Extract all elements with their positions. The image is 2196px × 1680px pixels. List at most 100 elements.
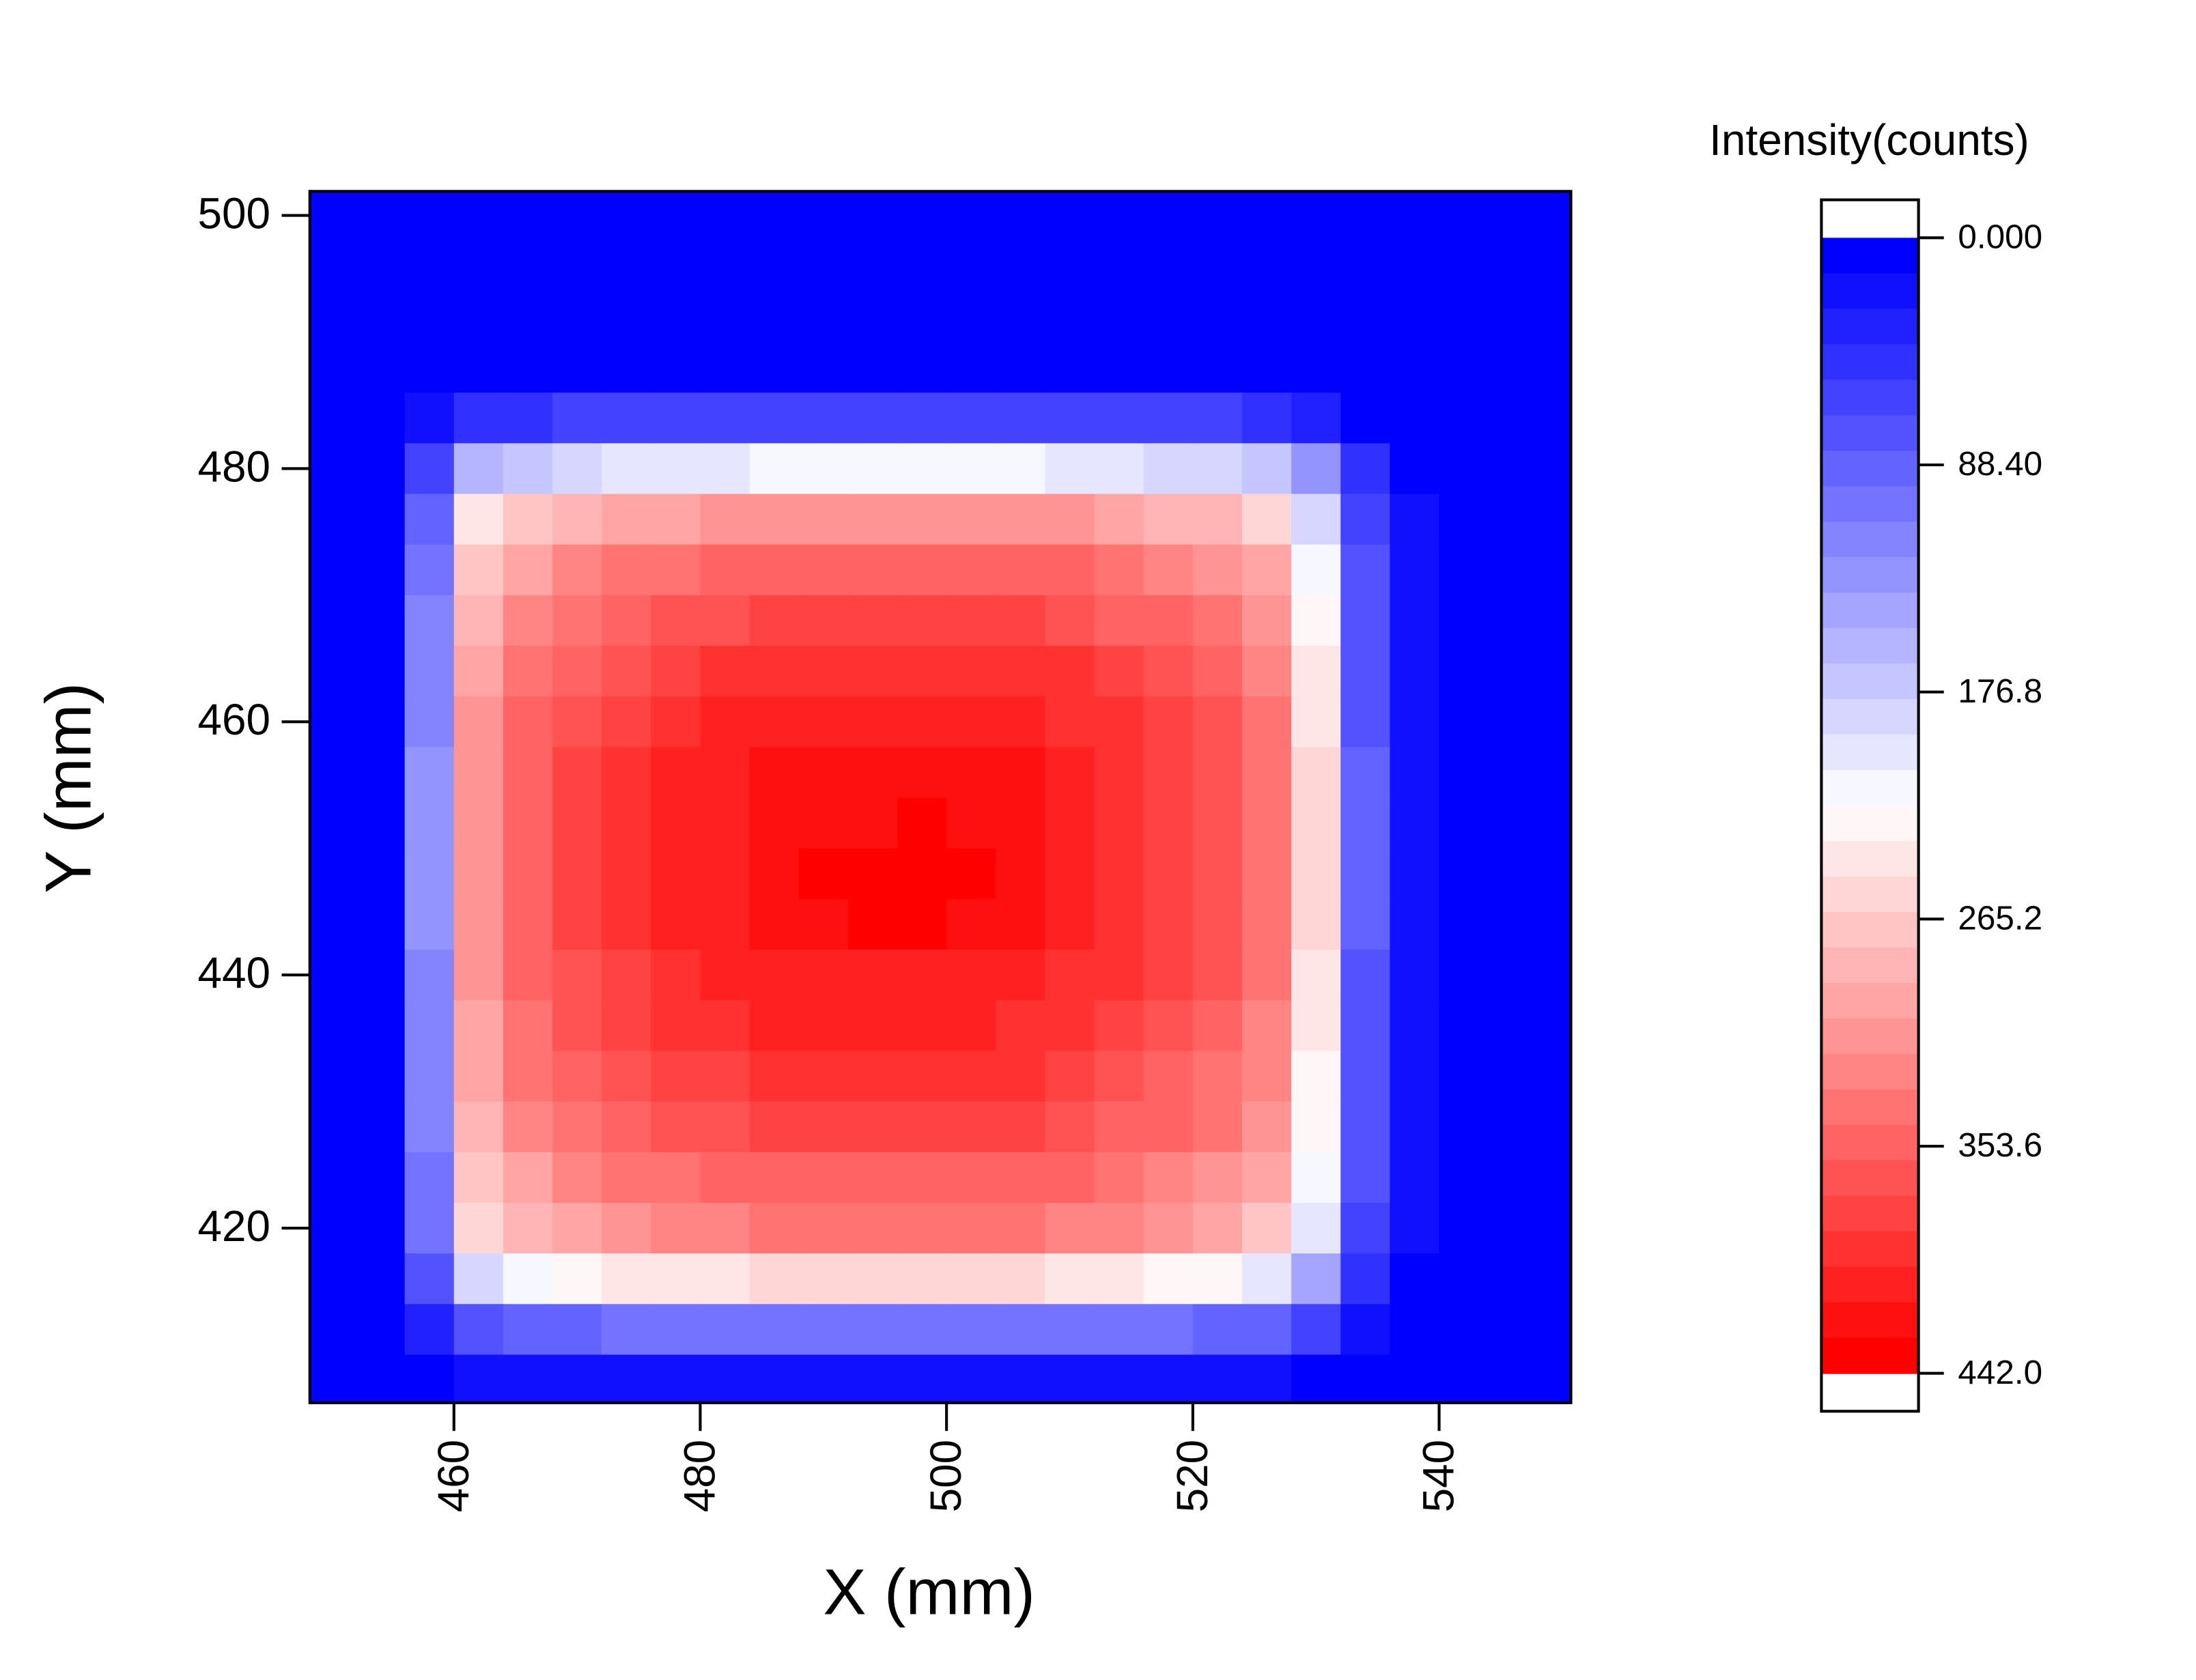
heatmap-cell <box>1143 1202 1194 1254</box>
heatmap-cell <box>1340 1152 1391 1204</box>
heatmap-cell <box>602 747 652 799</box>
heatmap-cell <box>355 240 406 292</box>
heatmap-cell <box>1094 1354 1144 1403</box>
heatmap-cell <box>798 191 849 242</box>
heatmap-cell <box>355 291 406 343</box>
heatmap-cell <box>651 1304 701 1356</box>
heatmap-cell <box>453 1202 504 1254</box>
heatmap-cell <box>453 443 504 495</box>
heatmap-cell <box>897 341 947 393</box>
heatmap-cell <box>1439 291 1489 343</box>
heatmap-cell <box>1488 1304 1538 1356</box>
heatmap-cell <box>1488 1253 1538 1305</box>
heatmap-cell <box>355 595 406 646</box>
heatmap-cell <box>1242 443 1292 495</box>
heatmap-cell <box>946 797 997 849</box>
heatmap-cell <box>1045 950 1095 1001</box>
heatmap-cell <box>946 950 997 1001</box>
heatmap-cell <box>1439 240 1489 292</box>
heatmap-cell <box>1291 443 1342 495</box>
heatmap-cell <box>1143 1304 1194 1356</box>
heatmap-cell <box>897 696 947 748</box>
colorbar-tick-label: 176.8 <box>1958 672 2042 710</box>
heatmap-cell <box>1537 1000 1571 1052</box>
heatmap-cell <box>946 696 997 748</box>
heatmap-cell <box>946 1152 997 1204</box>
heatmap-cell <box>552 747 603 799</box>
heatmap-cell <box>749 1354 800 1403</box>
heatmap-cell <box>749 950 800 1001</box>
colorbar-band <box>1821 664 1919 700</box>
heatmap-cell <box>651 595 701 646</box>
heatmap-cell <box>1192 848 1243 900</box>
x-tick-label: 460 <box>429 1440 478 1513</box>
heatmap-cell <box>700 443 750 495</box>
x-tick-label: 500 <box>921 1440 970 1513</box>
heatmap-cell <box>309 393 356 444</box>
colorbar-title: Intensity(counts) <box>1709 115 2029 165</box>
heatmap-cell <box>1340 494 1391 545</box>
heatmap-cell <box>503 1253 553 1305</box>
heatmap-cell <box>1192 1000 1243 1052</box>
heatmap-cell <box>355 191 406 242</box>
x-tick-label: 480 <box>675 1440 724 1513</box>
heatmap-cell <box>1045 1152 1095 1204</box>
heatmap-cell <box>847 544 898 596</box>
heatmap-cell <box>1390 595 1440 646</box>
heatmap-cell <box>503 341 553 393</box>
heatmap-cell <box>700 696 750 748</box>
heatmap-cell <box>700 950 750 1001</box>
heatmap-cell <box>749 494 800 545</box>
heatmap-cell <box>700 291 750 343</box>
heatmap-cell <box>602 797 652 849</box>
heatmap-cell <box>404 393 455 444</box>
heatmap-cell <box>1537 1152 1571 1204</box>
heatmap-cell <box>700 646 750 698</box>
heatmap-cell <box>798 1253 849 1305</box>
heatmap-cell <box>651 797 701 849</box>
heatmap-cell <box>996 1152 1046 1204</box>
heatmap-cell <box>996 950 1046 1001</box>
heatmap-cell <box>946 240 997 292</box>
heatmap-cell <box>1242 950 1292 1001</box>
heatmap-cell <box>552 443 603 495</box>
colorbar-cap <box>1821 1373 1919 1412</box>
heatmap-cell <box>749 1253 800 1305</box>
heatmap-cell <box>309 1152 356 1204</box>
heatmap-cell <box>1094 1051 1144 1102</box>
y-tick-label: 460 <box>197 695 270 744</box>
heatmap-cell <box>1045 646 1095 698</box>
heatmap-cell <box>404 1304 455 1356</box>
heatmap-cell <box>700 240 750 292</box>
heatmap-cell <box>1143 240 1194 292</box>
heatmap-cell <box>1143 898 1194 950</box>
heatmap-cell <box>1242 240 1292 292</box>
heatmap-cell <box>309 191 356 242</box>
heatmap-cell <box>453 393 504 444</box>
heatmap-cell <box>1045 291 1095 343</box>
heatmap-cell <box>1291 595 1342 646</box>
heatmap-cell <box>847 240 898 292</box>
heatmap-cell <box>1094 544 1144 596</box>
heatmap-cell <box>552 341 603 393</box>
heatmap-cell <box>700 191 750 242</box>
x-axis-label: X (mm) <box>823 1556 1035 1628</box>
heatmap-cell <box>355 898 406 950</box>
heatmap-cell <box>1390 393 1440 444</box>
heatmap-cell <box>749 797 800 849</box>
heatmap-cell <box>1439 393 1489 444</box>
heatmap-cell <box>1192 1202 1243 1254</box>
heatmap-cell <box>309 595 356 646</box>
heatmap-cell <box>1045 341 1095 393</box>
heatmap-cell <box>1340 1202 1391 1254</box>
heatmap-cell <box>1291 898 1342 950</box>
heatmap-cell <box>503 544 553 596</box>
heatmap-cell <box>798 1000 849 1052</box>
heatmap-cell <box>1242 291 1292 343</box>
heatmap-cell <box>1537 1051 1571 1102</box>
heatmap-cell <box>1094 595 1144 646</box>
heatmap-cell <box>946 1304 997 1356</box>
heatmap-cell <box>946 1202 997 1254</box>
colorbar-band <box>1821 1053 1919 1090</box>
heatmap-cell <box>1291 191 1342 242</box>
